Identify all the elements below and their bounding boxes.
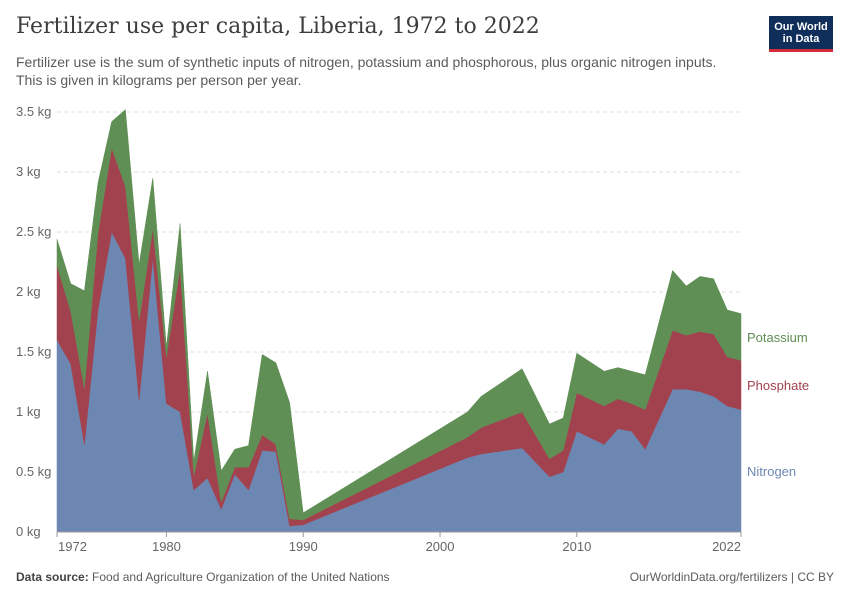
legend-label-phosphate: Phosphate (747, 378, 809, 393)
y-tick-label: 0 kg (16, 524, 41, 539)
x-tick-label: 1980 (152, 539, 181, 554)
owid-logo[interactable]: Our World in Data (769, 16, 833, 52)
data-source-label: Data source: (16, 570, 89, 584)
x-tick-label: 2022 (712, 539, 741, 554)
data-source: Data source: Food and Agriculture Organi… (16, 570, 390, 584)
x-tick-label: 1972 (58, 539, 87, 554)
legend-label-potassium: Potassium (747, 330, 808, 345)
area-potassium (56, 109, 742, 521)
y-tick-label: 0.5 kg (16, 464, 51, 479)
y-tick-label: 2 kg (16, 284, 41, 299)
source-link[interactable]: OurWorldinData.org/fertilizers | CC BY (629, 570, 834, 584)
data-source-text: Food and Agriculture Organization of the… (92, 570, 390, 584)
y-tick-label: 1.5 kg (16, 344, 51, 359)
logo-line-1: Our World (774, 21, 828, 33)
chart-title: Fertilizer use per capita, Liberia, 1972… (16, 14, 540, 39)
logo-line-2: in Data (782, 33, 820, 45)
y-tick-label: 1 kg (16, 404, 41, 419)
x-tick-label: 2010 (562, 539, 591, 554)
stacked-area-chart: 0 kg 0.5 kg 1 kg 1.5 kg 2 kg 2.5 kg 3 kg 3.5 kg… (16, 104, 809, 554)
y-tick-label: 3 kg (16, 164, 41, 179)
y-tick-label: 3.5 kg (16, 104, 51, 119)
x-tick-label: 1990 (289, 539, 318, 554)
x-tick-label: 2000 (426, 539, 455, 554)
chart-subtitle: Fertilizer use is the sum of synthetic i… (16, 54, 717, 88)
legend-label-nitrogen: Nitrogen (747, 464, 796, 479)
y-tick-label: 2.5 kg (16, 224, 51, 239)
